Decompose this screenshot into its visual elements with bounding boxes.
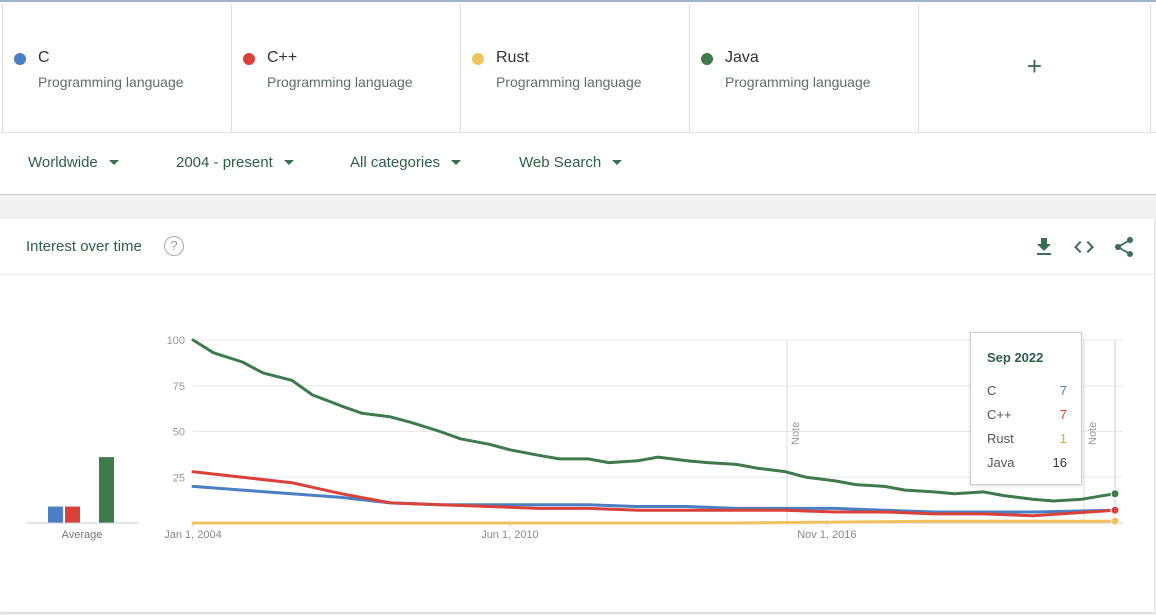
tooltip-row: C 7 (987, 383, 1067, 398)
series-line-java (191, 338, 1117, 503)
term-color-dot (14, 53, 26, 65)
caret-down-icon (612, 160, 623, 165)
tooltip-date: Sep 2022 (987, 350, 1044, 365)
series-point (1110, 489, 1120, 499)
category-filter[interactable]: All categories (350, 154, 462, 171)
average-bar (48, 506, 63, 523)
term-subtitle: Programming language (496, 74, 642, 90)
series-lines (191, 338, 1117, 525)
search-type-filter[interactable]: Web Search (519, 154, 623, 171)
caret-down-icon (451, 160, 462, 165)
average-bars (26, 457, 138, 524)
y-tick-label: 100 (167, 335, 185, 347)
hover-tooltip: Sep 2022 C 7 C++ 7 Rust 1 Java 16 (970, 332, 1082, 485)
tooltip-value: 7 (1059, 383, 1067, 398)
tooltip-term: Java (987, 455, 1015, 470)
tooltip-value: 1 (1059, 431, 1067, 446)
series-line-cpp (191, 470, 1117, 518)
term-color-dot (472, 53, 484, 65)
series-endpoints (1110, 489, 1120, 526)
share-icon[interactable] (1112, 235, 1136, 259)
card-header: Interest over time ? (0, 219, 1154, 275)
category-label: All categories (350, 154, 441, 171)
y-tick-label: 75 (173, 381, 185, 393)
tooltip-term: C++ (987, 407, 1012, 422)
time-range-label: 2004 - present (176, 154, 273, 171)
add-term-button[interactable]: + (918, 4, 1151, 132)
average-label: Average (62, 529, 103, 541)
tooltip-row: Rust 1 (987, 431, 1067, 446)
divider (0, 132, 1156, 133)
term-name: Rust (496, 49, 529, 66)
term-cpp[interactable]: C++ Programming language (231, 4, 461, 132)
y-tick-label: 25 (173, 472, 185, 484)
series-line-rust (191, 519, 1117, 525)
term-name: C (38, 49, 50, 66)
tooltip-row: C++ 7 (987, 407, 1067, 422)
y-tick-label: 50 (173, 427, 185, 439)
plus-icon: + (1026, 51, 1043, 81)
series-point (1110, 516, 1120, 526)
x-tick-label: Nov 1, 2016 (797, 529, 856, 541)
note-marker[interactable]: Note (1087, 422, 1099, 445)
tooltip-value: 16 (1052, 455, 1067, 470)
embed-icon[interactable] (1072, 235, 1096, 259)
card-title: Interest over time (26, 238, 142, 255)
search-type-label: Web Search (519, 154, 602, 171)
tooltip-term: C (987, 383, 997, 398)
x-axis-ticks: Jan 1, 2004 Jun 1, 2010 Nov 1, 2016 (164, 523, 857, 541)
term-subtitle: Programming language (38, 74, 184, 90)
caret-down-icon (283, 160, 294, 165)
term-color-dot (243, 53, 255, 65)
term-list: C Programming language C++ Programming l… (2, 4, 1151, 132)
term-name: Java (725, 49, 759, 66)
region-filter-label: Worldwide (28, 154, 98, 171)
average-bar (99, 457, 114, 523)
region-filter[interactable]: Worldwide (28, 154, 119, 171)
interest-over-time-card: Interest over time ? (0, 219, 1154, 612)
term-c[interactable]: C Programming language (2, 4, 232, 132)
average-bar (65, 506, 80, 523)
caret-down-icon (108, 160, 119, 165)
tooltip-row: Java 16 (987, 455, 1067, 470)
note-marker[interactable]: Note (790, 422, 802, 445)
term-subtitle: Programming language (725, 74, 871, 90)
compare-header: C Programming language C++ Programming l… (0, 0, 1156, 195)
tooltip-value: 7 (1059, 407, 1067, 422)
term-name: C++ (267, 49, 298, 66)
x-tick-label: Jan 1, 2004 (164, 529, 222, 541)
term-java[interactable]: Java Programming language (689, 4, 919, 132)
x-tick-label: Jun 1, 2010 (481, 529, 539, 541)
term-color-dot (701, 53, 713, 65)
series-line-c (191, 484, 1117, 514)
download-icon[interactable] (1032, 235, 1056, 259)
time-range-filter[interactable]: 2004 - present (176, 154, 294, 171)
tooltip-term: Rust (987, 431, 1014, 446)
help-icon[interactable]: ? (164, 236, 184, 256)
y-axis-ticks: 100 75 50 25 (167, 335, 185, 484)
term-subtitle: Programming language (267, 74, 413, 90)
series-point (1110, 505, 1120, 515)
